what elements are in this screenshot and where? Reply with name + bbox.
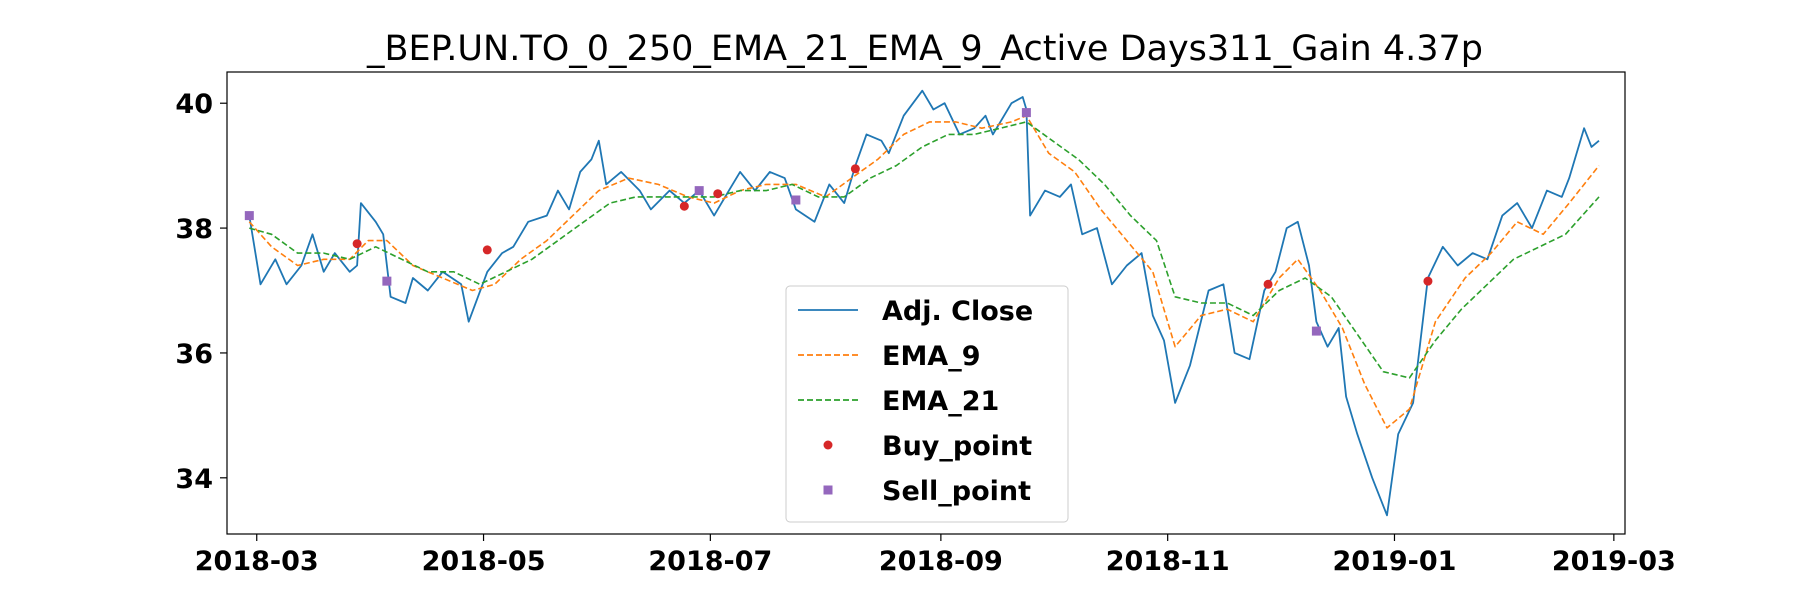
- x-tick-label: 2018-07: [648, 546, 772, 577]
- marker-layer: [244, 108, 1433, 336]
- legend-box: [785, 285, 1069, 523]
- legend-label-buy-point: Buy_point: [882, 431, 1032, 462]
- sell-point-marker: [791, 195, 801, 205]
- y-tick-label: 38: [175, 214, 213, 245]
- sell-point-marker: [382, 276, 392, 286]
- axis-layer: 2018-03 2018-05 2018-07 2018-09 2018-11 2019-…: [175, 89, 1675, 577]
- x-tick-label: 2019-01: [1333, 546, 1457, 577]
- buy-point-marker: [1423, 276, 1433, 286]
- buy-point-marker: [850, 164, 860, 174]
- chart-title: _BEP.UN.TO_0_250_EMA_21_EMA_9_Active Day…: [366, 29, 1483, 69]
- y-tick-label: 34: [175, 464, 213, 495]
- series-line-ema-21: [249, 121, 1600, 379]
- sell-point-marker: [694, 186, 704, 196]
- series-line-ema-9: [248, 114, 1600, 429]
- legend-label-adj-close: Adj. Close: [882, 296, 1033, 327]
- x-tick-label: 2018-03: [195, 546, 319, 577]
- legend-label-ema-21: EMA_21: [882, 386, 999, 417]
- y-tick-label: 36: [175, 339, 213, 370]
- legend: Adj. Close EMA_9 EMA_21 Buy_point Sell_point: [785, 285, 1069, 523]
- sell-point-marker: [244, 211, 254, 221]
- sell-point-marker: [1021, 108, 1031, 118]
- x-tick-label: 2018-05: [422, 546, 546, 577]
- legend-handle-buy-point: [823, 440, 833, 450]
- series-line-adj-close: [248, 89, 1600, 517]
- legend-label-ema-9: EMA_9: [882, 341, 981, 372]
- buy-point-marker: [1263, 279, 1273, 289]
- buy-point-marker: [679, 201, 689, 211]
- legend-label-sell-point: Sell_point: [882, 476, 1031, 507]
- buy-point-marker: [352, 239, 362, 249]
- plot-frame: [226, 71, 1626, 535]
- x-tick-label: 2018-11: [1106, 546, 1230, 577]
- buy-point-marker: [713, 189, 723, 199]
- buy-point-marker: [482, 245, 492, 255]
- series-layer: [248, 89, 1600, 517]
- legend-handle-sell-point: [823, 485, 833, 495]
- y-tick-label: 40: [175, 89, 213, 120]
- sell-point-marker: [1311, 326, 1321, 336]
- x-tick-label: 2019-03: [1552, 546, 1676, 577]
- x-tick-label: 2018-09: [879, 546, 1003, 577]
